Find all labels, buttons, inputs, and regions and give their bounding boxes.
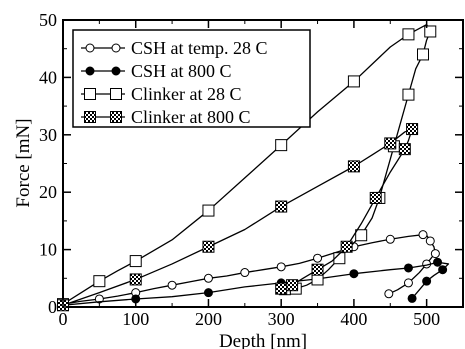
y-tick-label: 30 bbox=[39, 125, 57, 145]
series-4-point bbox=[384, 137, 397, 150]
series-1-point bbox=[167, 280, 177, 290]
legend-marker bbox=[85, 66, 95, 76]
series-3-point bbox=[355, 229, 368, 242]
legend-marker bbox=[111, 66, 121, 76]
y-axis-title: Force [mN] bbox=[13, 118, 34, 207]
series-4-point bbox=[202, 240, 215, 253]
series-line-2 bbox=[62, 261, 450, 306]
series-4-point bbox=[406, 123, 419, 136]
series-1-point bbox=[240, 268, 250, 278]
series-1-point bbox=[384, 289, 394, 299]
series-4-point bbox=[275, 282, 288, 295]
series-3-point bbox=[93, 275, 106, 288]
series-2-point bbox=[349, 269, 359, 279]
series-layer bbox=[57, 23, 450, 312]
legend-marker bbox=[85, 43, 95, 53]
x-tick-label: 400 bbox=[340, 309, 367, 329]
series-4-point bbox=[311, 263, 324, 276]
series-2-point bbox=[422, 276, 432, 286]
series-4-point bbox=[275, 200, 288, 213]
x-tick-label: 200 bbox=[195, 309, 222, 329]
legend-label: CSH at temp. 28 C bbox=[131, 38, 268, 58]
series-2-point bbox=[438, 265, 448, 275]
y-tick-label: 50 bbox=[39, 10, 57, 30]
series-3-point bbox=[402, 28, 415, 41]
legend-label: CSH at 800 C bbox=[131, 61, 232, 81]
legend-marker bbox=[110, 111, 122, 123]
series-3-point bbox=[202, 204, 215, 217]
series-2-point bbox=[403, 263, 413, 273]
series-1-point bbox=[94, 294, 104, 304]
series-2-point bbox=[407, 293, 417, 303]
series-1-point bbox=[418, 230, 428, 240]
series-1-point bbox=[203, 273, 213, 283]
series-2-point bbox=[433, 257, 443, 267]
y-tick-label: 0 bbox=[48, 297, 57, 317]
legend-label: Clinker at 28 C bbox=[131, 84, 242, 104]
x-tick-label: 300 bbox=[268, 309, 295, 329]
series-3-point bbox=[417, 48, 429, 61]
series-1-point bbox=[276, 262, 286, 272]
series-3-point bbox=[333, 252, 346, 265]
series-1-point bbox=[313, 253, 323, 263]
series-3-point bbox=[275, 139, 288, 152]
series-3-point bbox=[424, 25, 437, 38]
series-1-point bbox=[385, 234, 395, 244]
series-4-point bbox=[398, 143, 411, 156]
y-tick-label: 10 bbox=[39, 240, 57, 260]
legend-entries: CSH at temp. 28 C CSH at 800 C Clinker at … bbox=[81, 38, 268, 127]
series-4-point bbox=[347, 160, 360, 173]
y-tick-label: 40 bbox=[39, 67, 57, 87]
series-1-point bbox=[430, 249, 440, 259]
series-1-point bbox=[425, 236, 435, 246]
y-tick-label: 20 bbox=[39, 182, 57, 202]
x-tick-label: 100 bbox=[122, 309, 149, 329]
series-2-point bbox=[203, 288, 213, 298]
legend-marker bbox=[84, 88, 96, 100]
x-tick-label: 0 bbox=[59, 309, 68, 329]
series-line-4 bbox=[62, 128, 413, 306]
ticks-layer: 0 100 200 300 400 500 0 10 20 30 40 50 bbox=[39, 10, 463, 329]
series-3-point bbox=[402, 88, 415, 101]
series-3-point bbox=[129, 255, 142, 268]
legend-label: Clinker at 800 C bbox=[131, 107, 251, 127]
series-3-point bbox=[347, 75, 360, 88]
series-1-point bbox=[403, 278, 413, 288]
legend: CSH at temp. 28 C CSH at 800 C Clinker at … bbox=[72, 29, 311, 128]
legend-marker bbox=[111, 43, 121, 53]
x-tick-label: 500 bbox=[413, 309, 440, 329]
legend-marker bbox=[110, 88, 122, 100]
series-4-point bbox=[286, 279, 299, 292]
series-4-point bbox=[129, 273, 142, 286]
series-4-point bbox=[340, 240, 353, 253]
legend-marker bbox=[84, 111, 96, 123]
x-axis-title: Depth [nm] bbox=[219, 331, 307, 349]
series-4-point bbox=[369, 191, 382, 204]
